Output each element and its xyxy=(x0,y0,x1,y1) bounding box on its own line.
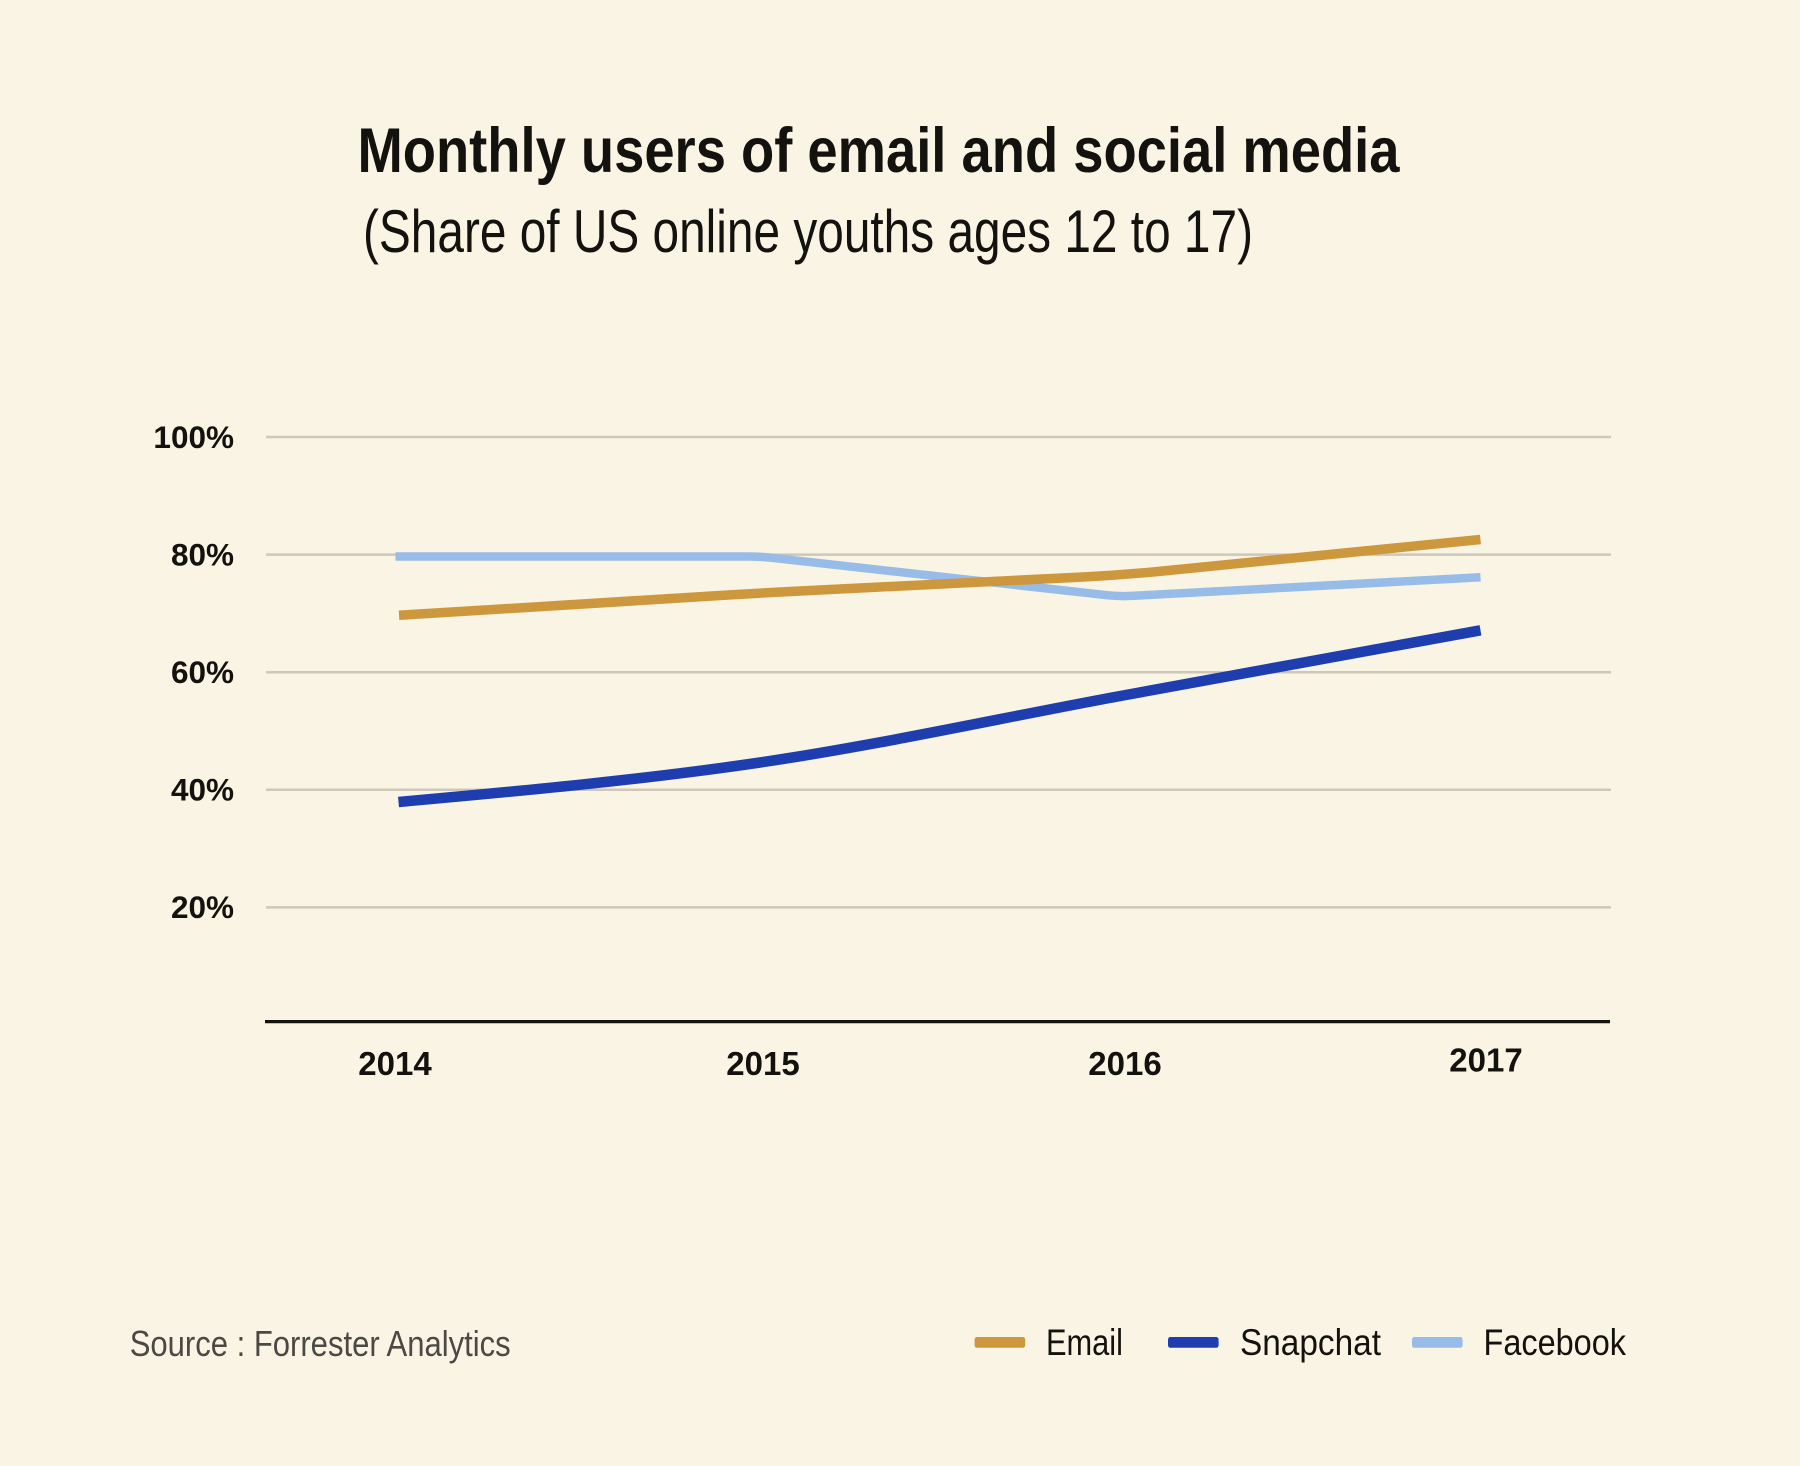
svg-text:2014: 2014 xyxy=(358,1045,432,1082)
svg-text:Email: Email xyxy=(1046,1321,1123,1363)
svg-text:60%: 60% xyxy=(171,654,234,690)
svg-text:2017: 2017 xyxy=(1449,1042,1522,1079)
svg-text:100%: 100% xyxy=(153,419,234,455)
svg-text:20%: 20% xyxy=(171,889,234,925)
svg-text:(Share of US online youths age: (Share of US online youths ages 12 to 17… xyxy=(363,198,1253,265)
svg-text:Snapchat: Snapchat xyxy=(1240,1321,1382,1363)
svg-text:40%: 40% xyxy=(171,772,234,808)
svg-text:2015: 2015 xyxy=(726,1045,799,1082)
svg-text:Source : Forrester Analytics: Source : Forrester Analytics xyxy=(130,1323,511,1364)
svg-text:2016: 2016 xyxy=(1088,1045,1161,1082)
svg-text:80%: 80% xyxy=(171,536,234,572)
svg-text:Monthly users of email and soc: Monthly users of email and social media xyxy=(358,116,1401,186)
svg-text:Facebook: Facebook xyxy=(1484,1321,1627,1363)
